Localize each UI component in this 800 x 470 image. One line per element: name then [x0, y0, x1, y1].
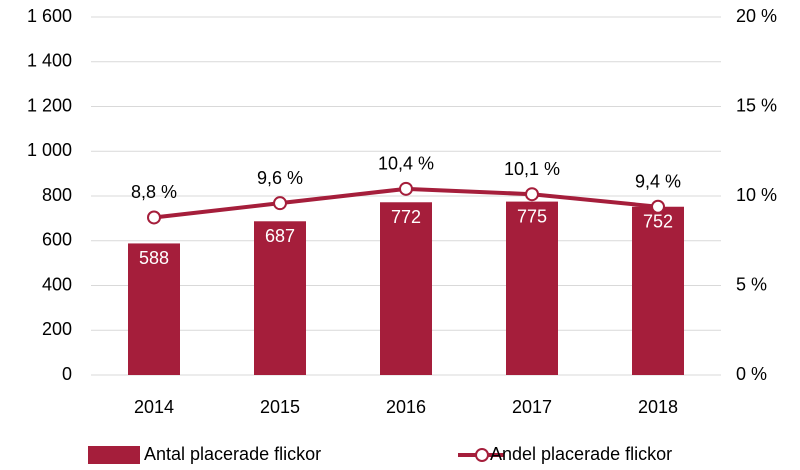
x-tick-label: 2016 [386, 397, 426, 417]
y-tick-label: 1 600 [27, 6, 72, 26]
line-marker [525, 187, 539, 202]
y-tick-label: 400 [42, 274, 72, 294]
legend-marker [475, 448, 489, 462]
bar-value-label: 588 [139, 248, 169, 268]
y2-tick-label: 20 % [736, 6, 777, 26]
y-tick-label: 1 000 [27, 140, 72, 160]
legend-label: Andel placerade flickor [490, 444, 672, 464]
line-marker [147, 210, 161, 225]
line-value-label: 8,8 % [131, 182, 177, 202]
x-tick-label: 2017 [512, 397, 552, 417]
bar [380, 202, 432, 375]
bar-value-label: 752 [643, 211, 673, 231]
line-marker [651, 199, 665, 214]
y2-tick-label: 0 % [736, 364, 767, 384]
line-value-label: 9,4 % [635, 171, 681, 191]
x-tick-label: 2015 [260, 397, 300, 417]
bar-value-label: 687 [265, 226, 295, 246]
line-value-label: 10,1 % [504, 159, 560, 179]
y-tick-label: 0 [62, 364, 72, 384]
bar-value-label: 772 [391, 207, 421, 227]
x-tick-label: 2014 [134, 397, 174, 417]
bar [254, 221, 306, 375]
bar [506, 201, 558, 375]
line-value-label: 10,4 % [378, 154, 434, 174]
legend-label: Antal placerade flickor [144, 444, 321, 464]
x-tick-label: 2018 [638, 397, 678, 417]
y-tick-label: 600 [42, 230, 72, 250]
y-tick-label: 1 200 [27, 95, 72, 115]
legend-swatch [88, 446, 140, 464]
y-tick-label: 200 [42, 319, 72, 339]
y2-tick-label: 10 % [736, 185, 777, 205]
line-marker [273, 196, 287, 211]
y2-tick-label: 5 % [736, 274, 767, 294]
y-tick-label: 800 [42, 185, 72, 205]
line-value-label: 9,6 % [257, 168, 303, 188]
line-marker [399, 181, 413, 196]
bar [632, 206, 684, 375]
y2-tick-label: 15 % [736, 95, 777, 115]
bar [128, 243, 180, 375]
bar-value-label: 775 [517, 206, 547, 226]
y-tick-label: 1 400 [27, 51, 72, 71]
